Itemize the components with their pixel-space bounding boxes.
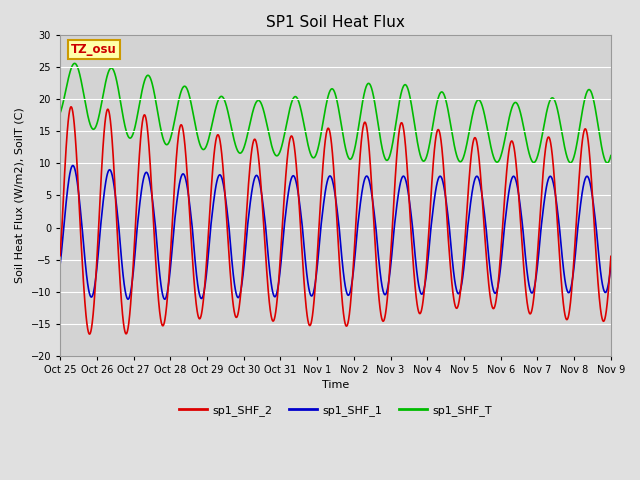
sp1_SHF_1	[537, 225, 545, 231]
sp1_SHF_1	[268, 284, 275, 289]
sp1_SHF_2	[86, 331, 93, 337]
Legend: sp1_SHF_2, sp1_SHF_1, sp1_SHF_T: sp1_SHF_2, sp1_SHF_1, sp1_SHF_T	[175, 401, 497, 420]
sp1_SHF_2	[607, 253, 614, 259]
sp1_SHF_1	[119, 272, 127, 278]
sp1_SHF_1	[596, 267, 604, 273]
sp1_SHF_2	[56, 253, 64, 259]
sp1_SHF_T	[604, 160, 611, 166]
sp1_SHF_T	[119, 114, 127, 120]
sp1_SHF_T	[268, 142, 275, 148]
sp1_SHF_T	[71, 60, 79, 66]
Line: sp1_SHF_1: sp1_SHF_1	[60, 166, 611, 299]
sp1_SHF_1	[69, 163, 77, 168]
sp1_SHF_T	[152, 98, 159, 104]
Y-axis label: Soil Heat Flux (W/m2), SoilT (C): Soil Heat Flux (W/m2), SoilT (C)	[15, 108, 25, 283]
sp1_SHF_2	[292, 155, 300, 160]
Text: TZ_osu: TZ_osu	[71, 43, 117, 56]
sp1_SHF_T	[291, 94, 299, 99]
sp1_SHF_2	[120, 318, 127, 324]
sp1_SHF_T	[537, 139, 545, 145]
sp1_SHF_1	[56, 262, 64, 268]
Title: SP1 Soil Heat Flux: SP1 Soil Heat Flux	[266, 15, 405, 30]
Line: sp1_SHF_2: sp1_SHF_2	[60, 107, 611, 334]
sp1_SHF_1	[292, 177, 300, 182]
sp1_SHF_1	[607, 263, 614, 268]
sp1_SHF_2	[67, 104, 75, 110]
sp1_SHF_2	[152, 262, 160, 268]
sp1_SHF_1	[152, 228, 159, 233]
sp1_SHF_2	[268, 315, 275, 321]
sp1_SHF_1	[161, 296, 168, 302]
sp1_SHF_T	[607, 153, 614, 158]
Line: sp1_SHF_T: sp1_SHF_T	[60, 63, 611, 163]
sp1_SHF_2	[596, 305, 604, 311]
sp1_SHF_T	[596, 136, 604, 142]
X-axis label: Time: Time	[322, 380, 349, 390]
sp1_SHF_T	[56, 110, 64, 116]
sp1_SHF_2	[537, 197, 545, 203]
